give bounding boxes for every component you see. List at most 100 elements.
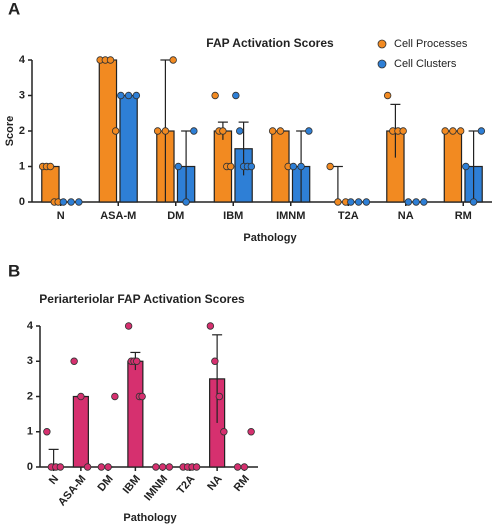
data-point	[441, 127, 449, 135]
data-point	[232, 91, 240, 100]
data-point	[289, 162, 298, 171]
data-point	[153, 127, 162, 135]
data-point	[111, 127, 120, 135]
x-tick-label: ASA-M	[56, 473, 88, 508]
data-point	[169, 56, 177, 64]
data-point	[215, 392, 224, 401]
data-point	[297, 162, 305, 171]
x-tick-label: NA	[205, 473, 224, 493]
x-tick-label: N	[57, 210, 65, 222]
data-point	[399, 127, 407, 135]
data-point	[133, 357, 141, 365]
data-point	[165, 463, 174, 471]
data-point	[362, 198, 371, 206]
data-point	[247, 162, 256, 171]
x-tick-label: N	[47, 473, 61, 487]
x-tick-label: RM	[455, 210, 472, 222]
bar	[443, 130, 463, 203]
data-point	[469, 198, 478, 206]
data-point	[404, 198, 413, 206]
data-point	[226, 162, 235, 171]
data-point	[354, 198, 363, 206]
data-point	[152, 463, 160, 471]
y-tick-label: 4	[19, 54, 26, 66]
data-point	[462, 162, 470, 171]
y-axis-label: Score	[4, 116, 16, 147]
data-point	[247, 428, 255, 436]
y-tick-label: 0	[27, 461, 33, 473]
panel-label: A	[8, 0, 20, 18]
data-point	[449, 127, 457, 135]
legend-swatch	[377, 59, 387, 69]
data-point	[67, 198, 75, 206]
x-axis-label: Pathology	[243, 232, 297, 244]
data-point	[59, 198, 68, 206]
bar	[127, 360, 144, 468]
legend-label: Cell Processes	[394, 38, 468, 50]
data-point	[220, 428, 228, 436]
data-point	[83, 463, 92, 471]
data-point	[190, 127, 198, 135]
data-point	[347, 198, 355, 206]
y-tick-label: 1	[27, 426, 33, 438]
x-axis-label: Pathology	[123, 512, 177, 524]
data-point	[420, 198, 428, 206]
y-tick-label: 3	[19, 89, 25, 101]
data-point	[276, 127, 285, 135]
y-tick-label: 1	[19, 160, 25, 172]
x-tick-label: IMNM	[142, 473, 170, 503]
chart-title: FAP Activation Scores	[206, 36, 334, 50]
data-point	[56, 463, 65, 471]
data-point	[158, 463, 167, 471]
x-tick-label: DM	[167, 210, 184, 222]
data-point	[104, 463, 112, 471]
data-point	[326, 162, 334, 171]
data-point	[211, 91, 219, 100]
bar	[41, 165, 60, 203]
data-point	[334, 198, 342, 206]
y-tick-label: 2	[19, 125, 25, 137]
data-point	[268, 127, 277, 135]
data-point	[477, 127, 486, 135]
bar	[119, 94, 138, 203]
data-point	[233, 463, 242, 471]
data-point	[240, 463, 249, 471]
data-point	[70, 357, 78, 365]
data-point	[77, 392, 85, 401]
data-point	[75, 198, 83, 206]
data-point	[412, 198, 420, 206]
data-point	[456, 127, 465, 135]
data-point	[111, 392, 119, 401]
y-tick-label: 0	[19, 196, 25, 208]
data-point	[206, 322, 215, 330]
y-tick-label: 2	[27, 390, 33, 402]
data-point	[46, 162, 55, 171]
y-tick-label: 4	[27, 320, 34, 332]
chart-title: Periarteriolar FAP Activation Scores	[39, 292, 245, 306]
data-point	[192, 463, 201, 471]
x-tick-label: RM	[232, 473, 252, 494]
data-point	[117, 91, 125, 100]
data-point	[236, 127, 244, 135]
data-point	[138, 392, 146, 401]
data-point	[43, 428, 51, 436]
x-tick-label: IMNM	[276, 210, 305, 222]
x-tick-label: DM	[95, 473, 115, 494]
data-point	[383, 91, 392, 100]
x-tick-label: T2A	[175, 473, 198, 497]
data-point	[182, 198, 190, 206]
data-point	[211, 357, 219, 365]
data-point	[161, 127, 170, 135]
data-point	[132, 91, 141, 100]
x-tick-label: ASA-M	[100, 210, 136, 222]
bar	[72, 395, 89, 468]
data-point	[219, 127, 227, 135]
legend-label: Cell Clusters	[394, 58, 457, 70]
x-tick-label: IBM	[121, 473, 143, 496]
legend-swatch	[377, 39, 387, 49]
panel-label: B	[8, 261, 20, 280]
data-point	[124, 322, 133, 330]
data-point	[97, 463, 106, 471]
x-tick-label: NA	[398, 210, 414, 222]
